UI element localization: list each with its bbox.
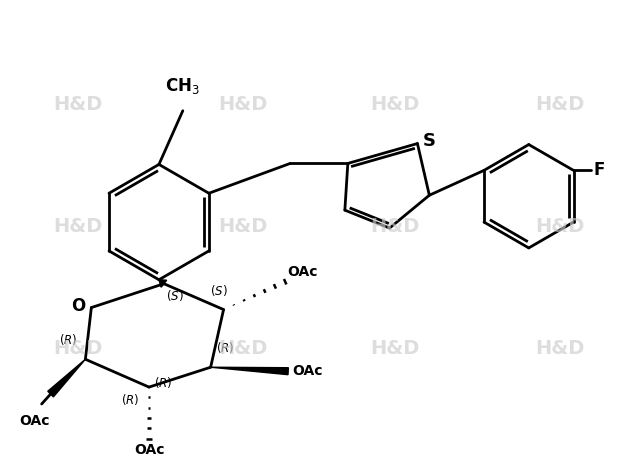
Text: H&D: H&D (54, 217, 103, 236)
Text: CH$_3$: CH$_3$ (165, 76, 200, 96)
Text: OAc: OAc (134, 443, 164, 457)
Text: OAc: OAc (19, 414, 50, 428)
Polygon shape (211, 367, 288, 375)
Text: H&D: H&D (54, 339, 103, 358)
Text: H&D: H&D (371, 339, 420, 358)
Text: H&D: H&D (218, 217, 267, 236)
Text: $(S)$: $(S)$ (166, 288, 184, 303)
Text: H&D: H&D (54, 95, 103, 114)
Text: H&D: H&D (535, 95, 584, 114)
Text: OAc: OAc (287, 265, 318, 279)
Text: $(S)$: $(S)$ (210, 283, 227, 298)
Text: $(R)$: $(R)$ (154, 375, 172, 389)
Text: F: F (593, 161, 605, 179)
Text: H&D: H&D (371, 95, 420, 114)
Text: $(R)$: $(R)$ (121, 392, 139, 407)
Polygon shape (48, 359, 85, 397)
Polygon shape (159, 280, 167, 287)
Text: H&D: H&D (218, 95, 267, 114)
Text: $(R)$: $(R)$ (216, 340, 234, 355)
Text: $(R)$: $(R)$ (59, 332, 77, 347)
Text: H&D: H&D (535, 339, 584, 358)
Text: O: O (71, 296, 85, 315)
Text: H&D: H&D (218, 339, 267, 358)
Text: H&D: H&D (371, 217, 420, 236)
Text: OAc: OAc (292, 364, 323, 378)
Text: S: S (422, 132, 435, 150)
Text: H&D: H&D (535, 217, 584, 236)
